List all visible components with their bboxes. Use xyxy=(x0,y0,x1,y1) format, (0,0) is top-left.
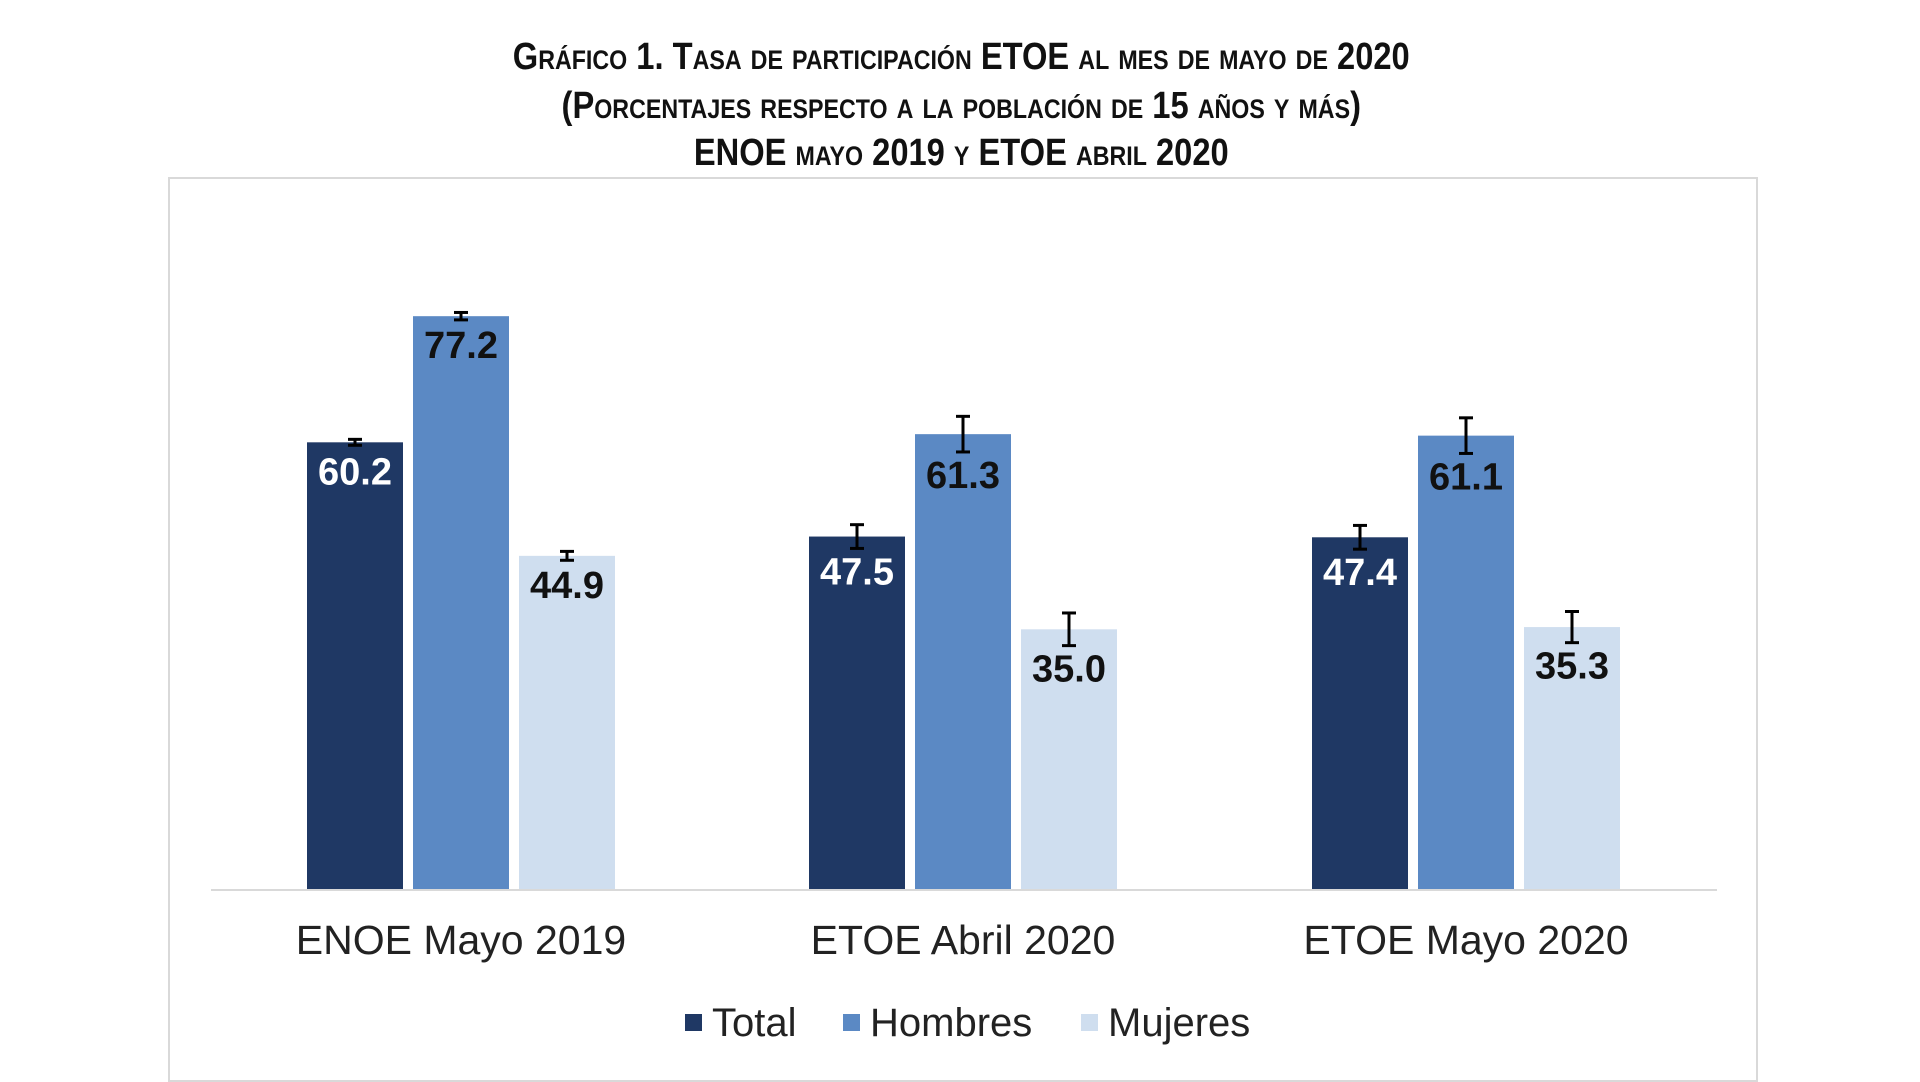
data-label: 47.4 xyxy=(1323,552,1397,594)
legend-swatch-total xyxy=(685,1014,702,1031)
legend-swatch-hombres xyxy=(843,1014,860,1031)
legend-swatch-mujeres xyxy=(1081,1014,1098,1031)
legend-label-hombres: Hombres xyxy=(870,1001,1032,1045)
title-line-1: Gráfico 1. Tasa de participación ETOE al… xyxy=(512,36,1410,78)
data-label: 60.2 xyxy=(318,451,392,493)
bar-total-2 xyxy=(1312,537,1408,889)
data-label: 61.3 xyxy=(926,455,1000,497)
data-label: 35.3 xyxy=(1535,646,1609,688)
data-label: 35.0 xyxy=(1032,649,1106,691)
data-label: 77.2 xyxy=(424,325,498,367)
bar-hombres-0 xyxy=(413,316,509,889)
x-tick-label: ENOE Mayo 2019 xyxy=(296,917,626,963)
title-line-3: ENOE mayo 2019 y ETOE abril 2020 xyxy=(693,132,1229,174)
x-tick-label: ETOE Mayo 2020 xyxy=(1303,917,1628,963)
bar-hombres-2 xyxy=(1418,435,1514,889)
data-label: 61.1 xyxy=(1429,456,1503,498)
bar-mujeres-1 xyxy=(1021,629,1117,889)
legend-label-mujeres: Mujeres xyxy=(1108,1001,1250,1045)
title-line-2: (Porcentajes respecto a la población de … xyxy=(561,85,1361,127)
bar-hombres-1 xyxy=(915,434,1011,889)
x-tick-label: ETOE Abril 2020 xyxy=(811,917,1116,963)
bar-total-1 xyxy=(809,536,905,889)
bar-total-0 xyxy=(307,442,403,889)
legend-label-total: Total xyxy=(712,1001,797,1045)
bar-mujeres-0 xyxy=(519,555,615,889)
bar-mujeres-2 xyxy=(1524,627,1620,889)
data-label: 44.9 xyxy=(530,565,604,607)
data-label: 47.5 xyxy=(820,551,894,593)
